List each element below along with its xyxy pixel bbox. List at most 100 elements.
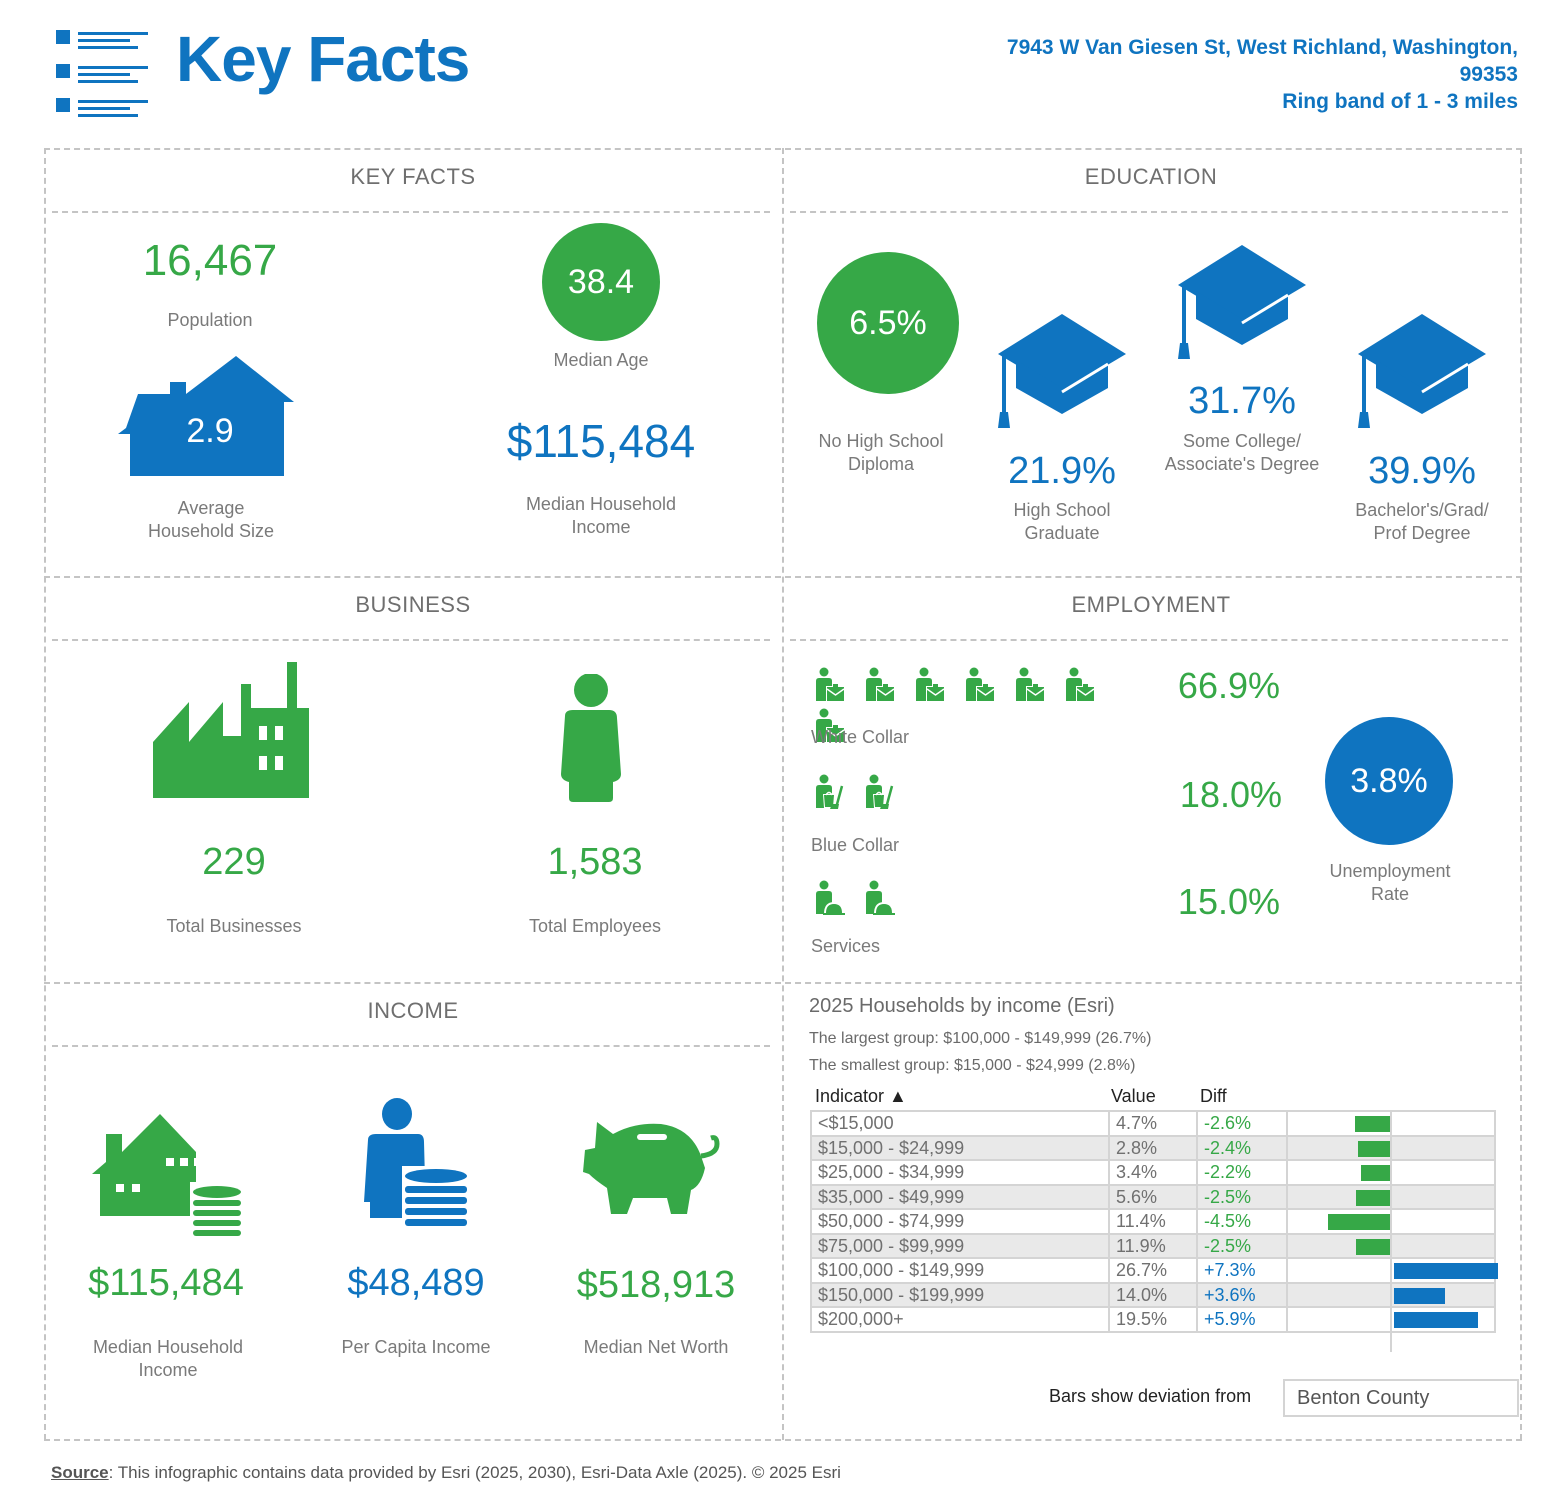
diff-cell: +3.6% (1196, 1281, 1288, 1308)
income-median-household-value: $115,484 (88, 1262, 244, 1304)
page-title: Key Facts (176, 23, 470, 95)
median-household-income-value: $115,484 (506, 415, 696, 467)
table-row: $100,000 - $149,999 26.7% +7.3% (810, 1257, 1498, 1284)
value-cell: 2.8% (1108, 1134, 1198, 1161)
services-icons (814, 880, 934, 920)
divider (52, 639, 770, 641)
median-income-label-line-1: Median Household (525, 494, 677, 514)
column-header-diff[interactable]: Diff (1200, 1086, 1227, 1106)
section-title-business: BUSINESS (355, 592, 471, 617)
divider (52, 1045, 770, 1047)
source-link[interactable]: Source (51, 1463, 109, 1482)
address-line-2: 99353 (1459, 63, 1518, 86)
income-median-household-label-line-1: Median Household (92, 1337, 244, 1357)
value-cell: 3.4% (1108, 1159, 1198, 1186)
divider (790, 211, 1508, 213)
income-table: <$15,000 4.7% -2.6% $15,000 - $24,999 2.8% -2… (810, 1110, 1498, 1333)
diff-cell: +7.3% (1196, 1257, 1288, 1284)
some-college-label-line-2: Associate's Degree (1164, 454, 1320, 474)
ring-band: Ring band of 1 - 3 miles (1282, 90, 1518, 113)
white-collar-icons (814, 667, 1154, 743)
divider (52, 211, 770, 213)
indicator-cell: $150,000 - $199,999 (810, 1281, 1110, 1308)
some-college-label-line-1: Some College/ (1182, 431, 1302, 451)
no-high-school-circle: 6.5% (817, 252, 959, 394)
white-collar-worker-icon (1066, 667, 1095, 702)
median-age-value: 38.4 (567, 262, 635, 301)
blue-collar-worker-icon (816, 774, 844, 809)
services-label: Services (811, 936, 881, 956)
indicator-cell: $200,000+ (810, 1306, 1110, 1333)
diff-cell: +5.9% (1196, 1306, 1288, 1333)
deviation-bar (1394, 1287, 1446, 1304)
deviation-bar (1354, 1116, 1392, 1132)
divider (44, 148, 46, 1440)
high-school-graduate-value: 21.9% (1008, 450, 1116, 492)
per-capita-income-label: Per Capita Income (341, 1337, 491, 1357)
indicator-cell: $15,000 - $24,999 (810, 1134, 1110, 1161)
factory-icon (153, 662, 309, 798)
divider (1520, 148, 1522, 1440)
household-size-label-line-1: Average (177, 498, 245, 518)
white-collar-worker-icon (916, 667, 945, 702)
deviation-bar (1356, 1238, 1392, 1255)
bachelors-label: Bachelor's/Grad/ Prof Degree (1322, 499, 1522, 545)
table-row: $35,000 - $49,999 5.6% -2.5% (810, 1183, 1496, 1210)
white-collar-worker-icon (966, 667, 995, 702)
graduation-cap-icon (1178, 245, 1306, 359)
blue-collar-worker-icon (866, 774, 894, 809)
deviation-bar (1356, 1189, 1392, 1206)
median-net-worth-value: $518,913 (576, 1264, 736, 1306)
diff-cell: -2.4% (1196, 1134, 1288, 1161)
total-businesses-value: 229 (202, 841, 266, 883)
divider (790, 639, 1508, 641)
deviation-bar (1360, 1165, 1392, 1181)
deviation-reference-select[interactable]: Benton County (1283, 1379, 1519, 1417)
no-high-school-label-line-1: No High School (818, 431, 944, 451)
median-age-circle: 38.4 (542, 223, 660, 341)
household-size-value: 2.9 (186, 412, 234, 450)
indicator-cell: $35,000 - $49,999 (810, 1183, 1110, 1210)
source-footer: Source: This infographic contains data p… (51, 1463, 841, 1483)
households-by-income-title: 2025 Households by income (Esri) (809, 995, 1115, 1017)
person-coins-icon (364, 1098, 470, 1230)
indicator-cell: $50,000 - $74,999 (810, 1208, 1110, 1235)
deviation-bar (1327, 1214, 1392, 1230)
person-icon (561, 674, 621, 802)
service-worker-icon (816, 880, 845, 915)
no-high-school-label: No High School Diploma (790, 430, 972, 476)
per-capita-income-value: $48,489 (347, 1262, 485, 1304)
bachelors-label-line-2: Prof Degree (1373, 523, 1471, 543)
unemployment-label-line-2: Rate (1370, 884, 1410, 904)
list-icon (56, 30, 148, 117)
table-row: $75,000 - $99,999 11.9% -2.5% (810, 1232, 1496, 1259)
median-income-label-line-2: Income (571, 517, 631, 537)
blue-collar-icons (814, 774, 934, 814)
deviation-bar (1394, 1263, 1498, 1279)
table-row: $15,000 - $24,999 2.8% -2.4% (810, 1134, 1496, 1161)
largest-group: The largest group: $100,000 - $149,999 (… (809, 1030, 1152, 1047)
house-icon (118, 356, 294, 476)
value-cell: 4.7% (1108, 1110, 1198, 1137)
white-collar-worker-icon (816, 708, 845, 743)
section-title-education: EDUCATION (1084, 164, 1218, 189)
column-header-value[interactable]: Value (1111, 1086, 1156, 1106)
graduation-cap-icon (1358, 314, 1486, 428)
high-school-graduate-label: High School Graduate (972, 499, 1152, 545)
smallest-group: The smallest group: $15,000 - $24,999 (2… (809, 1057, 1136, 1074)
high-school-graduate-label-line-1: High School (1013, 500, 1111, 520)
table-row: $50,000 - $74,999 11.4% -4.5% (810, 1208, 1496, 1235)
diff-cell: -2.2% (1196, 1159, 1288, 1186)
unemployment-circle: 3.8% (1325, 717, 1453, 845)
income-median-household-label-line-2: Income (138, 1360, 198, 1380)
section-title-income: INCOME (367, 998, 459, 1023)
zero-axis-line (1390, 1110, 1392, 1352)
divider (44, 1439, 1522, 1441)
unemployment-label: Unemployment Rate (1300, 860, 1480, 906)
value-cell: 11.9% (1108, 1232, 1198, 1259)
population-value: 16,467 (142, 236, 278, 285)
column-header-indicator[interactable]: Indicator ▲ (815, 1086, 907, 1106)
blue-collar-value: 18.0% (1179, 774, 1282, 815)
no-high-school-value: 6.5% (849, 303, 927, 342)
location-address: 7943 W Van Giesen St, West Richland, Was… (1007, 34, 1518, 115)
